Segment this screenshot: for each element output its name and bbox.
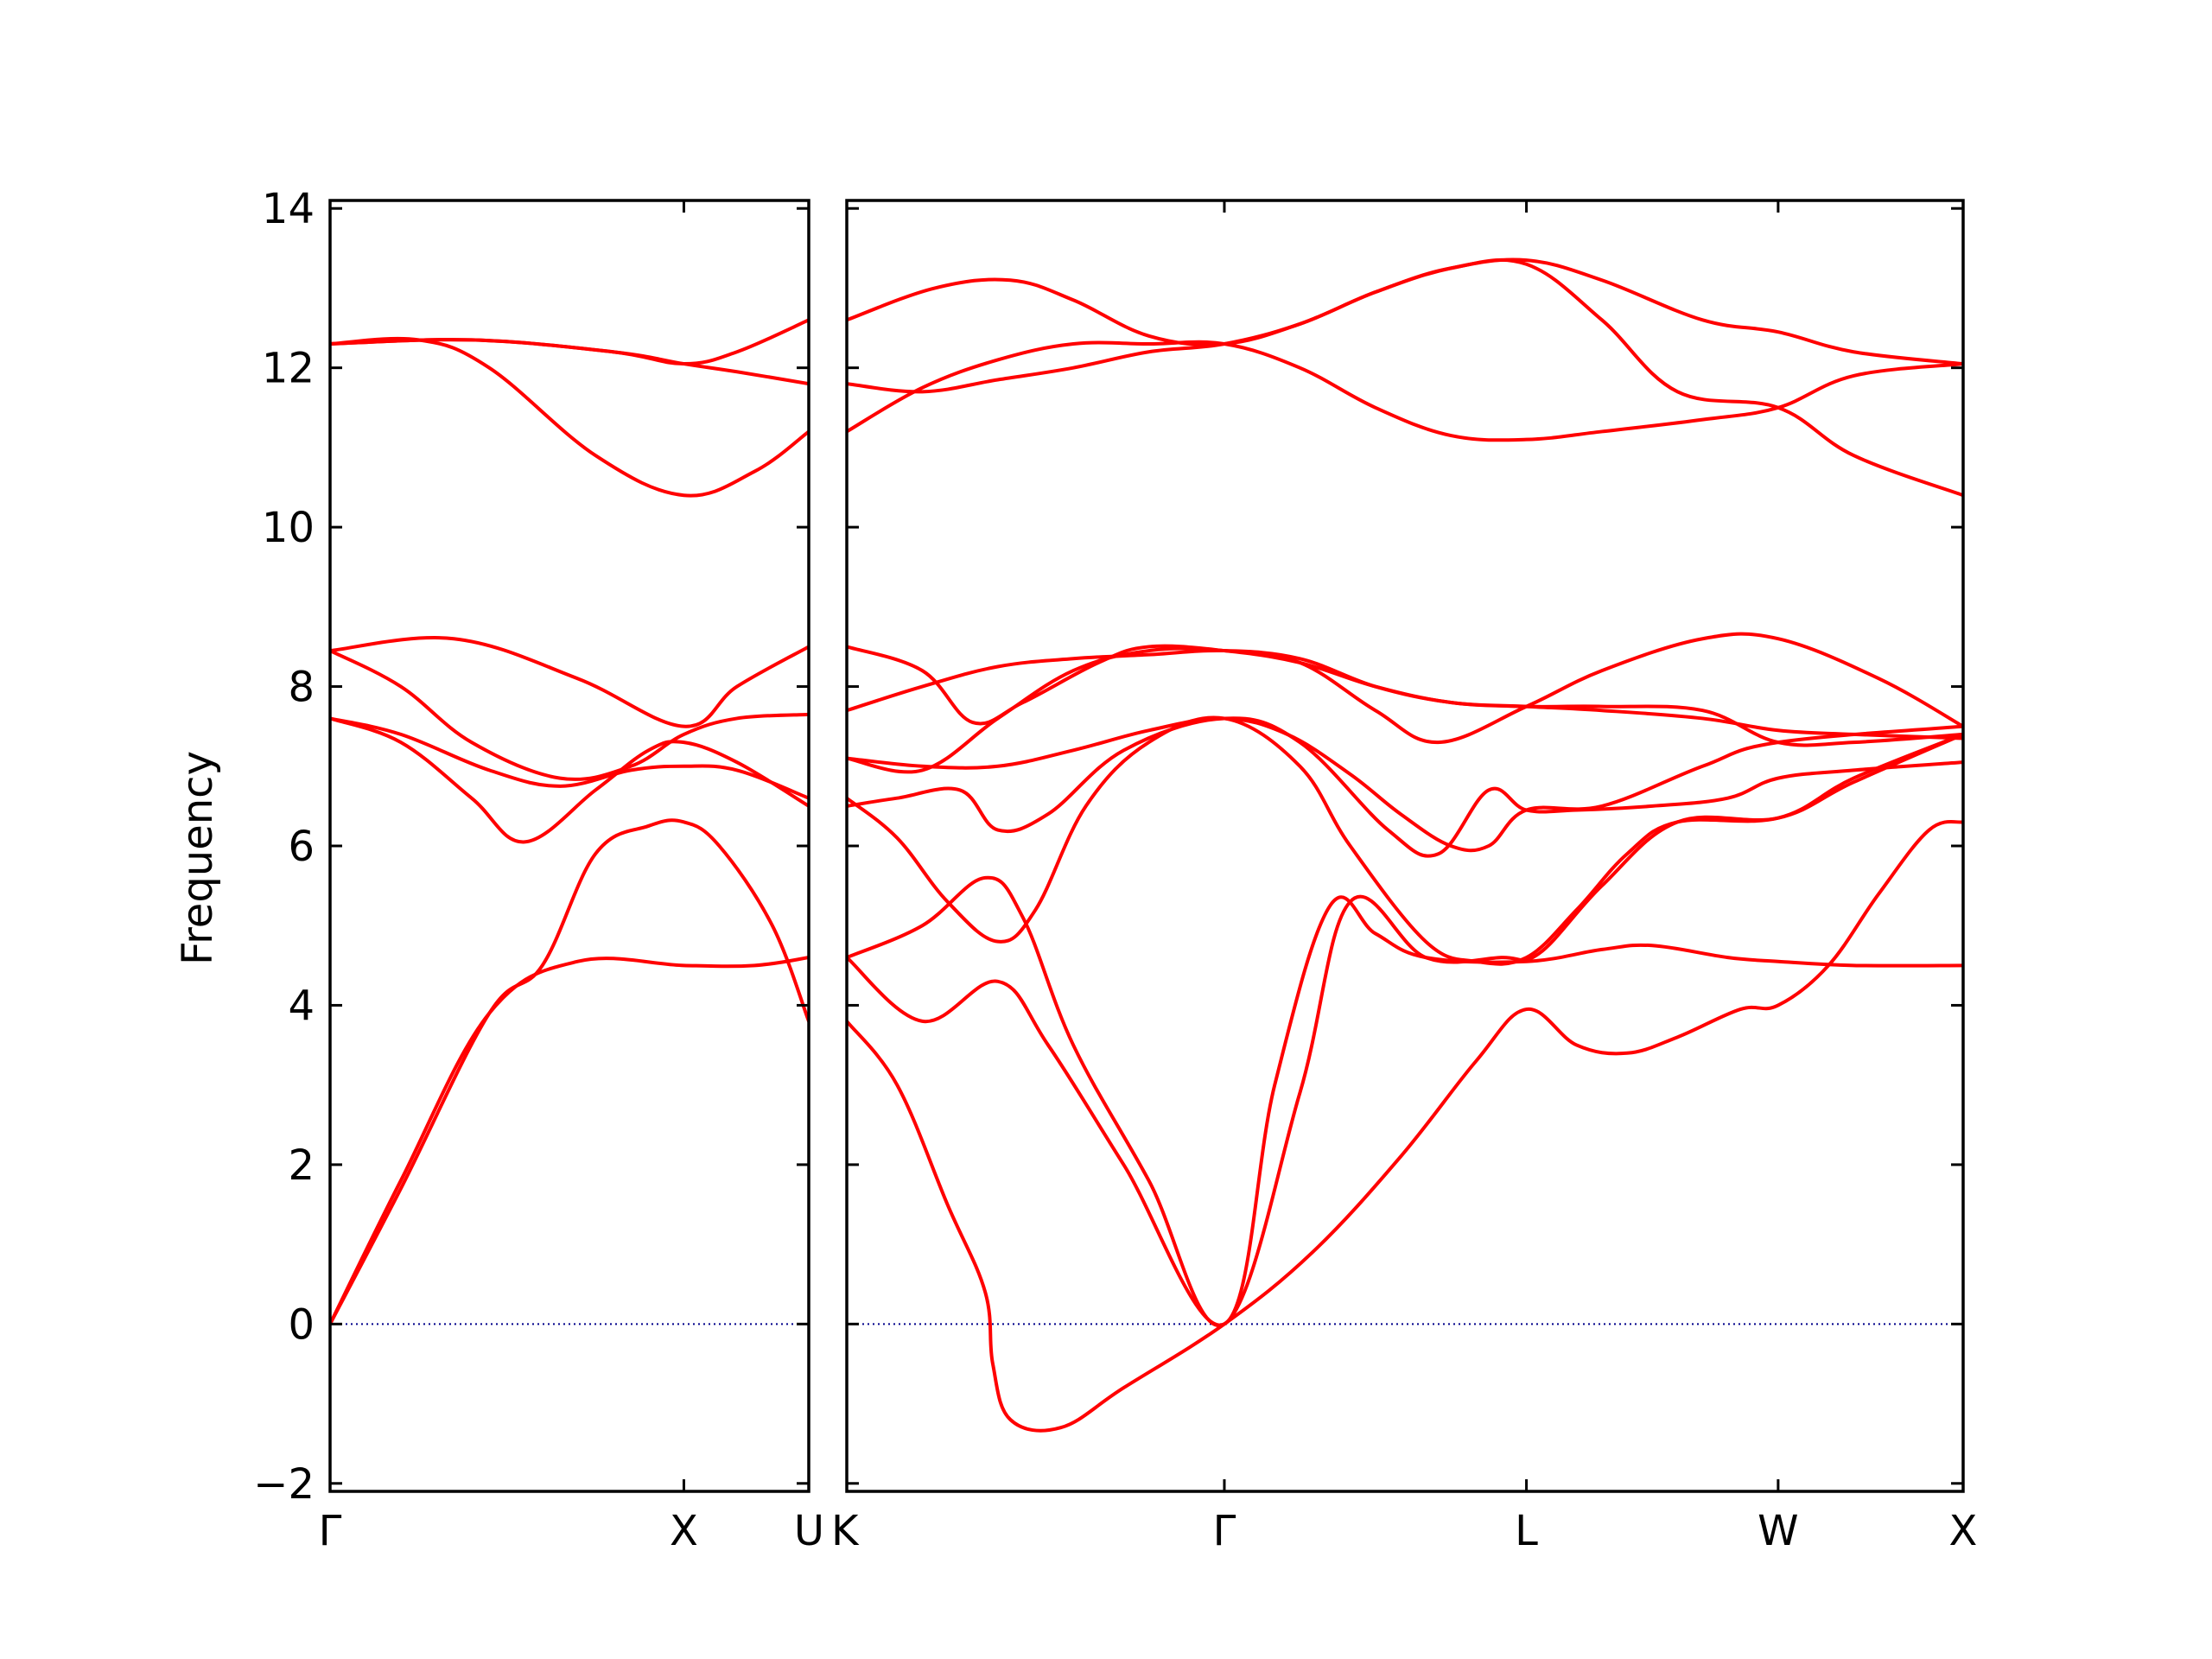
band-1 — [330, 956, 809, 1326]
band-4 — [330, 716, 809, 800]
x-tick-label: X — [1949, 1507, 1978, 1555]
band-10 — [847, 340, 1963, 442]
y-tick-label: 14 — [262, 185, 315, 233]
y-tick-label: 6 — [288, 823, 315, 871]
band-4 — [847, 715, 1963, 966]
y-axis-label: Frequency — [174, 751, 222, 965]
x-tick-label: K — [831, 1507, 860, 1555]
bands — [847, 257, 1963, 1433]
band-5 — [330, 649, 809, 781]
x-tick-label: U — [794, 1507, 824, 1555]
y-tick-label: 0 — [288, 1300, 315, 1349]
y-tick-label: 10 — [262, 504, 315, 552]
y-tick-label: 2 — [288, 1141, 315, 1190]
x-tick-label: Γ — [1213, 1507, 1236, 1555]
band-6 — [847, 716, 1963, 853]
y-tick-label: 8 — [288, 664, 315, 712]
band-2 — [847, 895, 1963, 1327]
band-3 — [330, 716, 809, 844]
band-1 — [847, 819, 1963, 1433]
band-12 — [847, 257, 1963, 366]
plot-frame — [845, 199, 1965, 1493]
band-11 — [847, 257, 1963, 498]
y-tick-label: 4 — [288, 982, 315, 1030]
y-tick-label: 12 — [262, 345, 315, 393]
y-tick-label: −2 — [253, 1460, 315, 1509]
x-tick-label: W — [1758, 1507, 1798, 1555]
panels: −2 0 2 4 6 8 10 12 14 Γ X U K Γ L W X — [253, 185, 1977, 1555]
x-tick-label: L — [1515, 1507, 1538, 1555]
bands — [330, 318, 809, 1326]
band-9 — [847, 644, 1963, 747]
band-5 — [847, 716, 1963, 858]
band-9 — [330, 318, 809, 366]
band-6 — [330, 636, 809, 728]
x-tick-label: X — [670, 1507, 698, 1555]
band-7 — [847, 632, 1963, 774]
band-3 — [847, 732, 1963, 1328]
x-tick-label: Γ — [319, 1507, 342, 1555]
plot-frame — [328, 199, 810, 1493]
band-2 — [330, 818, 809, 1326]
band-7 — [330, 336, 809, 498]
panel-1: −2 0 2 4 6 8 10 12 14 Γ X U — [253, 185, 824, 1555]
